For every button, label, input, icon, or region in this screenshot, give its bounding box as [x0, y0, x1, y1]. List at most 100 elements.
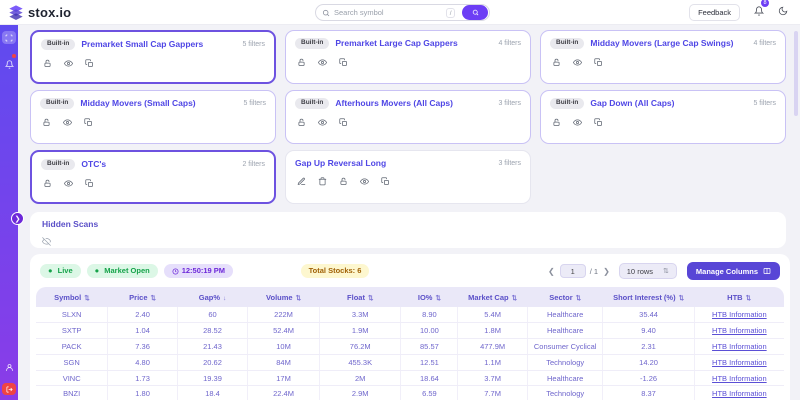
scan-title: Gap Down (All Caps): [590, 98, 675, 109]
copy-icon[interactable]: [594, 57, 603, 67]
copy-icon[interactable]: [85, 178, 94, 188]
prev-page-button[interactable]: ❮: [548, 266, 555, 276]
column-header-price[interactable]: Price ⇅: [107, 287, 178, 307]
table-cell: 7.7M: [457, 385, 528, 400]
table-cell: 3.7M: [457, 370, 528, 387]
table-cell: -1.26: [602, 370, 695, 387]
table-cell: Technology: [527, 385, 604, 400]
search-submit-button[interactable]: [462, 5, 488, 20]
pencil-icon[interactable]: [297, 177, 306, 186]
htb-information-link[interactable]: HTB Information: [712, 326, 767, 336]
table-cell: Healthcare: [527, 322, 604, 340]
htb-information-link[interactable]: HTB Information: [712, 310, 767, 320]
table-cell: Consumer Cyclical: [527, 338, 604, 355]
lock-icon[interactable]: [552, 58, 561, 67]
copy-icon[interactable]: [85, 58, 94, 68]
htb-information-link[interactable]: HTB Information: [712, 341, 767, 351]
htb-information-link[interactable]: HTB Information: [712, 389, 767, 399]
eye-icon[interactable]: [63, 118, 72, 127]
scan-card[interactable]: Built-in Midday Movers (Small Caps) 5 filt…: [30, 90, 276, 144]
htb-information-link[interactable]: HTB Information: [712, 357, 767, 367]
sort-icon: ⇅: [745, 294, 752, 302]
eye-icon[interactable]: [64, 59, 73, 68]
column-header-volume[interactable]: Volume ⇅: [247, 287, 320, 307]
lock-icon[interactable]: [43, 179, 52, 188]
logout-button[interactable]: [2, 383, 16, 395]
filter-count: 3 filters: [498, 159, 521, 167]
columns-icon: [763, 267, 771, 275]
next-page-button[interactable]: ❯: [603, 266, 610, 276]
filter-count: 5 filters: [243, 99, 266, 107]
copy-icon[interactable]: [84, 117, 93, 127]
copy-icon[interactable]: [381, 177, 390, 186]
table-row[interactable]: PACK 7.36 21.43 10M 76.2M 85.57 477.9M Consumer…: [36, 338, 784, 355]
rows-per-page-select[interactable]: 10 rows ⇅: [618, 263, 677, 279]
sidebar-item-account[interactable]: [5, 359, 14, 377]
sidebar-item-scans[interactable]: [2, 31, 16, 44]
column-header-gap-[interactable]: Gap% ↓: [177, 287, 248, 307]
table-row[interactable]: VINC 1.73 19.39 17M 2M 18.64 3.7M Healthcare -1.…: [36, 370, 784, 387]
left-sidebar: [0, 25, 18, 400]
eye-icon[interactable]: [573, 118, 582, 127]
eye-icon[interactable]: [573, 58, 582, 67]
eye-icon[interactable]: [64, 179, 73, 188]
scan-card[interactable]: Built-in Afterhours Movers (All Caps) 3 fi…: [285, 90, 531, 144]
copy-icon[interactable]: [594, 117, 603, 127]
table-cell: PACK: [36, 338, 109, 355]
column-header-sector[interactable]: Sector ⇅: [527, 287, 603, 307]
column-header-io-[interactable]: IO% ⇅: [400, 287, 458, 307]
lock-icon[interactable]: [42, 118, 51, 127]
eye-icon[interactable]: [360, 177, 369, 186]
trash-icon[interactable]: [318, 177, 327, 186]
dark-mode-toggle[interactable]: [778, 3, 788, 21]
table-cell: 2M: [319, 370, 402, 387]
column-header-symbol[interactable]: Symbol ⇅: [36, 287, 108, 307]
table-cell: 4.80: [107, 354, 178, 371]
scan-actions: [41, 178, 265, 188]
lock-icon[interactable]: [43, 59, 52, 68]
scan-card[interactable]: Built-in OTC's 2 filters: [30, 150, 276, 204]
symbol-search[interactable]: /: [315, 4, 490, 21]
manage-columns-button[interactable]: Manage Columns: [686, 262, 780, 280]
lock-icon[interactable]: [552, 118, 561, 127]
copy-icon[interactable]: [339, 57, 348, 67]
table-cell: 1.9M: [319, 322, 402, 340]
table-cell: HTB Information: [694, 385, 784, 400]
table-cell: 9.40: [602, 322, 695, 340]
sidebar-item-alerts[interactable]: [4, 54, 16, 74]
copy-icon[interactable]: [339, 117, 348, 127]
htb-information-link[interactable]: HTB Information: [712, 373, 767, 383]
notifications-button[interactable]: 8: [753, 0, 769, 21]
column-header-float[interactable]: Float ⇅: [319, 287, 401, 307]
table-cell: HTB Information: [694, 354, 784, 371]
table-cell: 8.37: [602, 385, 695, 400]
scan-card[interactable]: Built-in Premarket Large Cap Gappers 4 fil…: [285, 30, 531, 84]
page-number-input[interactable]: [559, 264, 586, 278]
sidebar-expand-button[interactable]: ❯: [11, 212, 24, 225]
table-row[interactable]: BNZI 1.80 18.4 22.4M 2.9M 6.59 7.7M Technology 8…: [36, 385, 784, 400]
scan-actions: [41, 58, 265, 68]
toggle-hidden-scans[interactable]: [41, 233, 774, 251]
table-row[interactable]: SLXN 2.40 60 222M 3.3M 8.90 5.4M Healthcare 35.4…: [36, 307, 784, 324]
scrollbar[interactable]: [794, 31, 798, 116]
column-header-short-interest-[interactable]: Short Interest (%) ⇅: [602, 287, 695, 307]
search-input[interactable]: [334, 8, 443, 17]
column-header-market-cap[interactable]: Market Cap ⇅: [457, 287, 528, 307]
scan-card[interactable]: Gap Up Reversal Long 3 filters: [285, 150, 531, 204]
lock-icon[interactable]: [297, 58, 306, 67]
feedback-button[interactable]: Feedback: [689, 3, 740, 21]
scan-actions: [550, 117, 776, 127]
lock-icon[interactable]: [339, 177, 348, 186]
table-row[interactable]: SXTP 1.04 28.52 52.4M 1.9M 10.00 1.8M Healthcar…: [36, 322, 784, 340]
table-row[interactable]: SGN 4.80 20.62 84M 455.3K 12.51 1.1M Technology…: [36, 354, 784, 371]
lock-icon[interactable]: [297, 118, 306, 127]
scan-card[interactable]: Built-in Premarket Small Cap Gappers 5 fil…: [30, 30, 276, 84]
scan-card[interactable]: Built-in Midday Movers (Large Cap Swings)…: [540, 30, 786, 84]
builtin-badge: Built-in: [41, 159, 76, 170]
scan-card[interactable]: Built-in Gap Down (All Caps) 5 filters: [540, 90, 786, 144]
eye-icon[interactable]: [318, 118, 327, 127]
table-cell: 6.59: [400, 385, 459, 400]
eye-icon[interactable]: [318, 58, 327, 67]
column-header-htb[interactable]: HTB ⇅: [694, 287, 784, 307]
eye-off-icon: [41, 237, 52, 246]
